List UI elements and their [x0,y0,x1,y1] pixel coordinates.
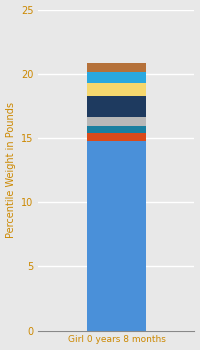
Bar [87,96,146,117]
Y-axis label: Percentile Weight in Pounds: Percentile Weight in Pounds [6,102,16,238]
Bar [87,83,146,96]
Bar [87,63,146,72]
Bar [87,117,146,126]
Bar [87,72,146,83]
Bar [87,141,146,331]
Bar [87,126,146,133]
Bar [87,133,146,141]
